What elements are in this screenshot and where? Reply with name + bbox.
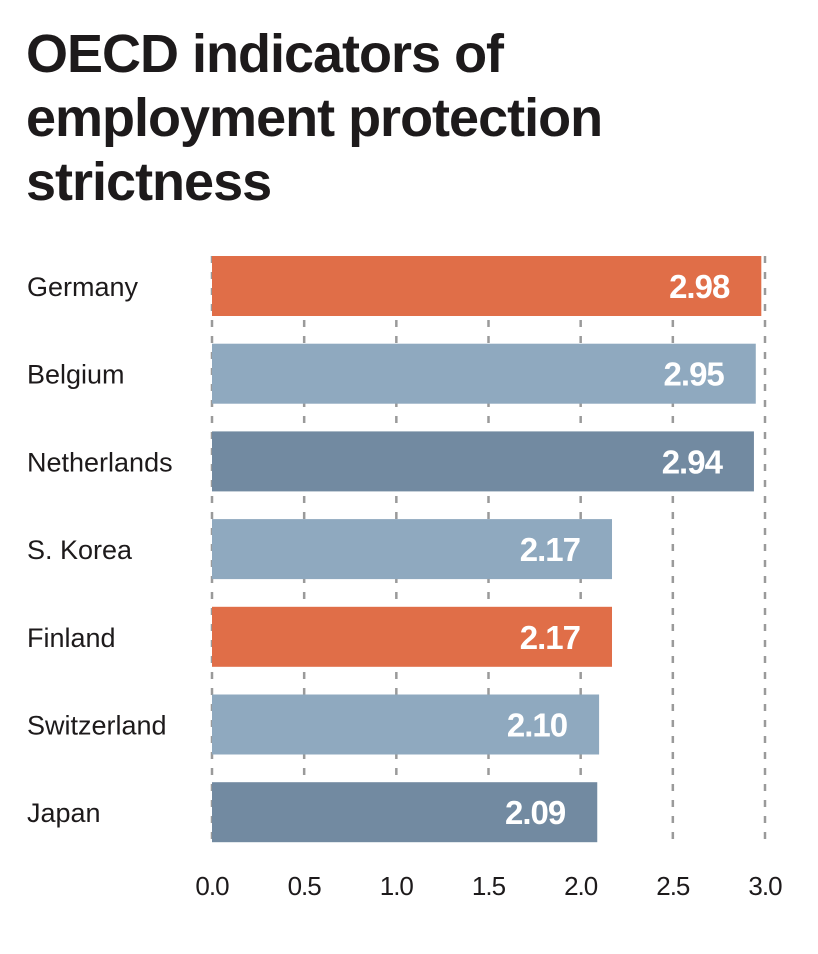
category-label: Switzerland <box>27 711 167 741</box>
value-label: 2.17 <box>520 619 580 656</box>
value-label: 2.94 <box>662 443 724 480</box>
chart-title: OECD indicators of employment protection… <box>26 22 786 214</box>
category-label: Finland <box>27 623 116 653</box>
title-line-2: employment protection <box>26 88 603 148</box>
category-label: Belgium <box>27 360 125 390</box>
category-label: Germany <box>27 272 139 302</box>
bar <box>212 782 598 843</box>
bars <box>212 256 762 843</box>
x-tick-label: 2.5 <box>656 871 690 901</box>
category-label: Japan <box>27 798 101 828</box>
value-labels: 2.98 2.95 2.94 2.17 2.17 2.10 2.09 <box>505 268 731 831</box>
value-label: 2.09 <box>505 794 566 831</box>
category-label: Netherlands <box>27 447 173 477</box>
bar <box>212 606 613 667</box>
bar <box>212 343 756 404</box>
bar <box>212 256 762 316</box>
value-label: 2.95 <box>664 356 725 393</box>
x-tick-label: 1.5 <box>472 871 506 901</box>
x-tick-label: 0.0 <box>195 871 229 901</box>
title-line-1: OECD indicators of <box>26 24 504 84</box>
x-axis-tick-labels: 0.0 0.5 1.0 1.5 2.0 2.5 3.0 <box>195 871 783 901</box>
category-labels: Germany Belgium Netherlands S. Korea Finland… <box>27 272 173 828</box>
bar <box>212 519 613 580</box>
category-label: S. Korea <box>27 535 133 565</box>
title-line-3: strictness <box>26 152 272 212</box>
x-tick-label: 3.0 <box>748 871 782 901</box>
value-label: 2.17 <box>520 531 580 568</box>
bar <box>212 431 754 492</box>
x-tick-label: 0.5 <box>288 871 322 901</box>
value-label: 2.98 <box>669 268 730 305</box>
x-tick-label: 2.0 <box>564 871 598 901</box>
bar <box>212 694 600 755</box>
x-tick-label: 1.0 <box>380 871 414 901</box>
value-label: 2.10 <box>507 707 567 744</box>
